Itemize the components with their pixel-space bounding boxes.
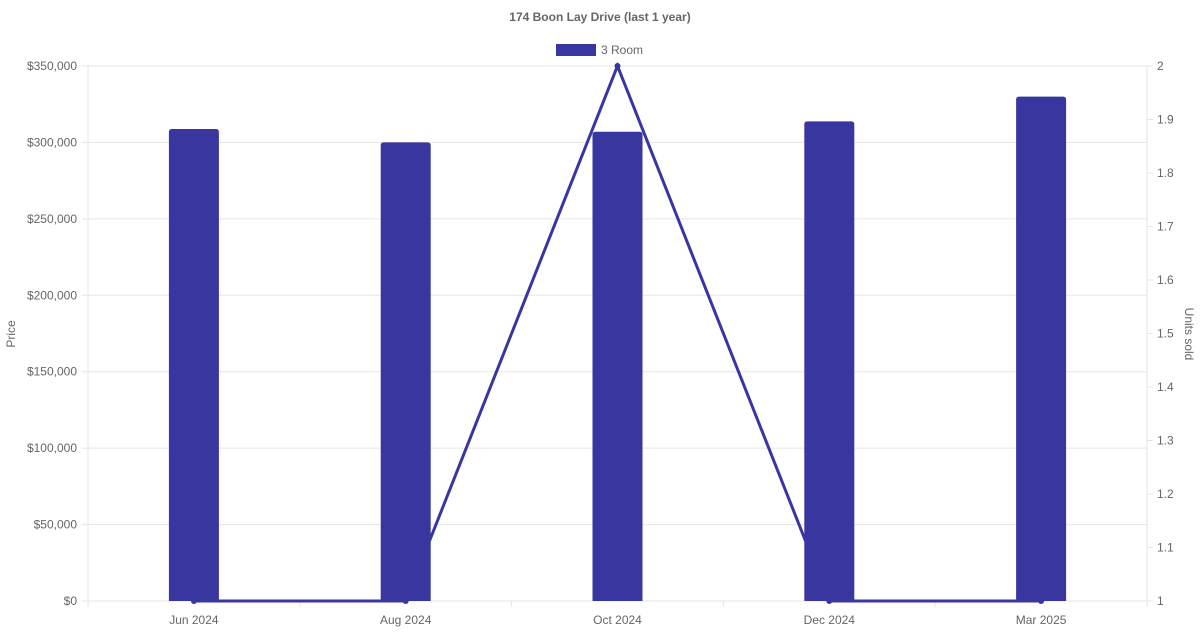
y-tick-label: $300,000 bbox=[27, 135, 77, 149]
y-tick-label: $0 bbox=[64, 594, 78, 608]
bar bbox=[592, 131, 643, 601]
x-tick-label: Mar 2025 bbox=[1016, 613, 1067, 627]
y-tick-label: $350,000 bbox=[27, 59, 77, 73]
bar bbox=[168, 128, 219, 601]
x-tick-label: Aug 2024 bbox=[380, 613, 432, 627]
y2-tick-label: 1.4 bbox=[1157, 380, 1174, 394]
y2-tick-label: 1.1 bbox=[1157, 541, 1174, 555]
legend-label: 3 Room bbox=[601, 43, 643, 57]
y2-tick-label: 1.5 bbox=[1157, 327, 1174, 341]
line-point bbox=[190, 598, 197, 604]
legend[interactable]: 3 Room bbox=[556, 43, 643, 57]
y2-tick-label: 1.9 bbox=[1157, 113, 1174, 127]
legend-swatch bbox=[556, 44, 596, 56]
y-tick-label: $150,000 bbox=[27, 365, 77, 379]
y2-tick-label: 1.2 bbox=[1157, 487, 1174, 501]
line-point bbox=[614, 63, 621, 69]
y2-axis-label: Units sold bbox=[1182, 308, 1196, 361]
x-tick-label: Jun 2024 bbox=[169, 613, 219, 627]
line-point bbox=[826, 598, 833, 604]
bar bbox=[1016, 96, 1067, 602]
y2-tick-label: 1.6 bbox=[1157, 273, 1174, 287]
y2-tick-label: 2 bbox=[1157, 59, 1164, 73]
line-point bbox=[402, 598, 409, 604]
bar bbox=[380, 142, 431, 601]
line-point bbox=[1038, 598, 1045, 604]
bar bbox=[804, 121, 855, 601]
y-axis-label: Price bbox=[4, 320, 18, 348]
y2-tick-label: 1.8 bbox=[1157, 166, 1174, 180]
y-tick-label: $100,000 bbox=[27, 441, 77, 455]
x-tick-label: Dec 2024 bbox=[804, 613, 856, 627]
y-tick-label: $200,000 bbox=[27, 288, 77, 302]
y2-tick-label: 1.7 bbox=[1157, 220, 1174, 234]
x-tick-label: Oct 2024 bbox=[593, 613, 642, 627]
chart-title: 174 Boon Lay Drive (last 1 year) bbox=[509, 10, 690, 24]
y-tick-label: $50,000 bbox=[34, 518, 78, 532]
y2-tick-label: 1 bbox=[1157, 594, 1164, 608]
y2-tick-label: 1.3 bbox=[1157, 434, 1174, 448]
y-tick-label: $250,000 bbox=[27, 212, 77, 226]
